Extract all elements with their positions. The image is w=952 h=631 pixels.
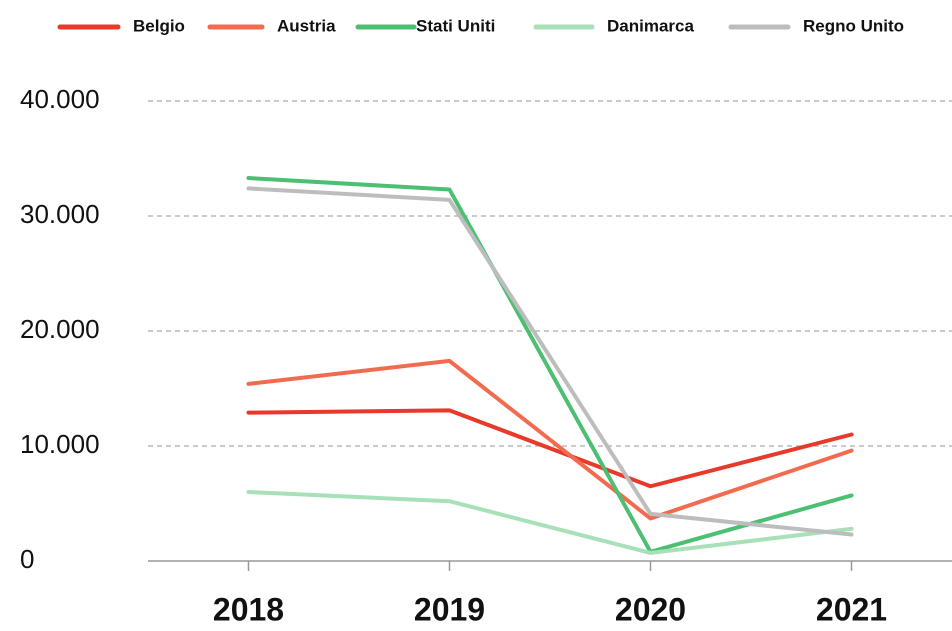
x-tick-label: 2021 [816, 591, 887, 627]
y-tick-label: 20.000 [20, 314, 100, 344]
y-tick-label: 0 [20, 544, 34, 574]
y-tick-label: 30.000 [20, 199, 100, 229]
series-line [246, 408, 854, 489]
x-tick-label: 2019 [414, 591, 485, 627]
y-tick-label: 40.000 [20, 84, 100, 114]
legend-label: Regno Unito [803, 16, 904, 35]
x-tick-label: 2020 [615, 591, 686, 627]
legend-label: Belgio [133, 16, 185, 35]
y-tick-label: 10.000 [20, 429, 100, 459]
series-line [246, 490, 854, 555]
series-line [246, 358, 854, 521]
series-line [246, 186, 854, 537]
legend-label: Austria [277, 16, 336, 35]
x-tick-label: 2018 [213, 591, 284, 627]
legend-label: Stati Uniti [416, 16, 495, 35]
legend-label: Danimarca [607, 16, 694, 35]
